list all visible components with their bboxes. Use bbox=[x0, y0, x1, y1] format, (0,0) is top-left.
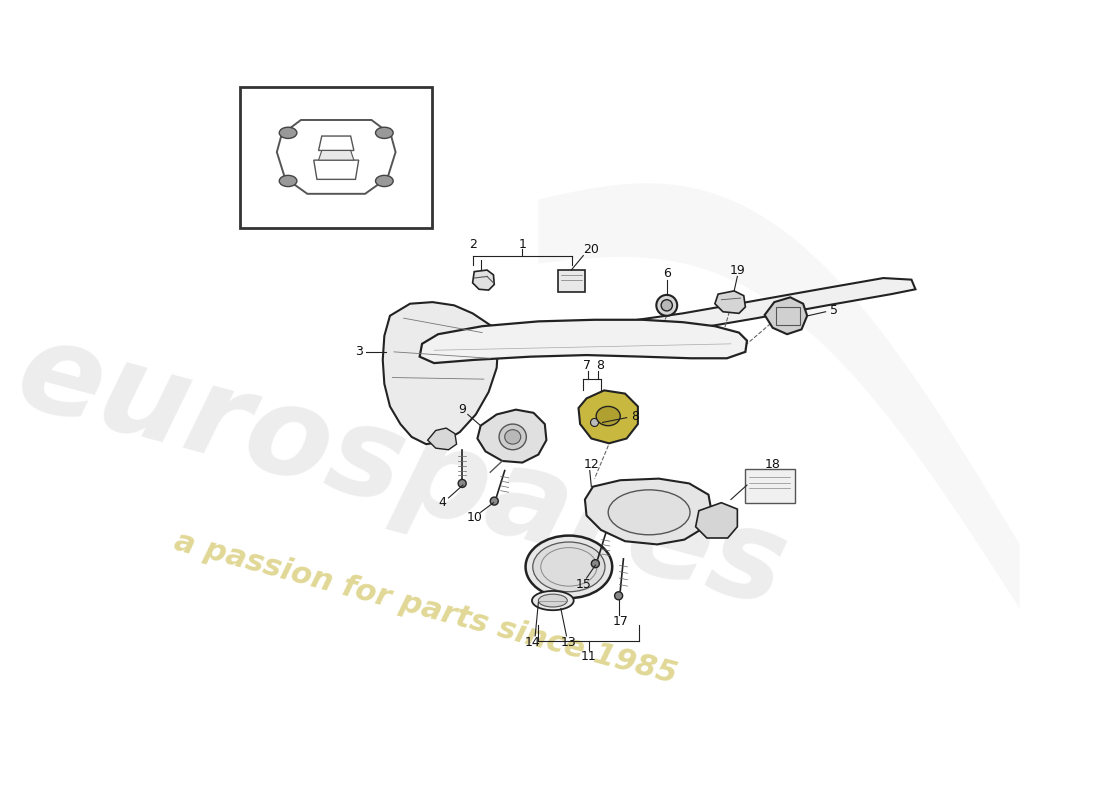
Polygon shape bbox=[477, 410, 547, 462]
Text: 1: 1 bbox=[518, 238, 526, 251]
Bar bbox=[558, 270, 585, 293]
Polygon shape bbox=[383, 302, 498, 444]
Polygon shape bbox=[764, 298, 807, 334]
Circle shape bbox=[657, 295, 678, 316]
Ellipse shape bbox=[499, 424, 527, 450]
Text: 14: 14 bbox=[525, 636, 540, 649]
Circle shape bbox=[587, 415, 602, 430]
Text: 12: 12 bbox=[583, 458, 600, 470]
Ellipse shape bbox=[608, 490, 690, 534]
Text: 5: 5 bbox=[829, 304, 837, 317]
Ellipse shape bbox=[279, 175, 297, 186]
Ellipse shape bbox=[532, 542, 605, 592]
Circle shape bbox=[591, 418, 598, 426]
Text: 18: 18 bbox=[764, 458, 781, 470]
Text: 13: 13 bbox=[560, 636, 576, 649]
Circle shape bbox=[592, 560, 600, 568]
Polygon shape bbox=[715, 291, 746, 314]
Ellipse shape bbox=[596, 406, 620, 426]
Text: 7: 7 bbox=[583, 359, 591, 372]
Polygon shape bbox=[579, 390, 638, 443]
Circle shape bbox=[615, 592, 623, 600]
Ellipse shape bbox=[505, 430, 520, 444]
Text: 9: 9 bbox=[459, 403, 466, 416]
Text: 4: 4 bbox=[438, 496, 447, 509]
Polygon shape bbox=[695, 502, 737, 538]
Polygon shape bbox=[627, 278, 915, 338]
Text: 11: 11 bbox=[581, 650, 597, 663]
Polygon shape bbox=[473, 270, 494, 290]
Ellipse shape bbox=[375, 127, 393, 138]
Bar bbox=[240, 87, 432, 227]
Polygon shape bbox=[538, 183, 1020, 609]
Text: 3: 3 bbox=[354, 346, 363, 358]
Ellipse shape bbox=[538, 594, 568, 607]
Polygon shape bbox=[319, 150, 354, 160]
Text: 6: 6 bbox=[663, 266, 671, 280]
Bar bbox=[776, 307, 800, 325]
Circle shape bbox=[661, 300, 672, 311]
Ellipse shape bbox=[375, 175, 393, 186]
Text: 8: 8 bbox=[596, 359, 604, 372]
Text: 8: 8 bbox=[630, 410, 639, 422]
Text: 10: 10 bbox=[466, 510, 482, 524]
Text: 19: 19 bbox=[729, 263, 745, 277]
Polygon shape bbox=[585, 478, 712, 545]
Text: 20: 20 bbox=[583, 242, 600, 256]
Ellipse shape bbox=[532, 591, 574, 610]
Polygon shape bbox=[419, 320, 747, 363]
Circle shape bbox=[459, 479, 466, 487]
Ellipse shape bbox=[279, 127, 297, 138]
FancyBboxPatch shape bbox=[746, 469, 795, 502]
Text: 2: 2 bbox=[469, 238, 476, 251]
Polygon shape bbox=[428, 428, 456, 450]
Text: eurospares: eurospares bbox=[4, 311, 800, 633]
Ellipse shape bbox=[526, 535, 613, 598]
Circle shape bbox=[491, 497, 498, 505]
Text: a passion for parts since 1985: a passion for parts since 1985 bbox=[172, 527, 681, 690]
Text: 17: 17 bbox=[613, 615, 628, 628]
Text: 15: 15 bbox=[575, 578, 592, 591]
